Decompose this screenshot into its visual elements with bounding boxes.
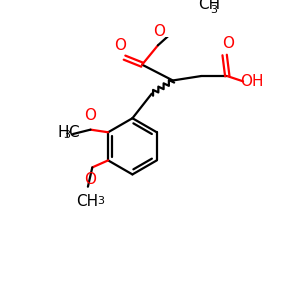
Text: O: O [153,24,165,39]
Text: O: O [84,109,96,124]
Text: 3: 3 [211,4,218,15]
Text: O: O [222,37,234,52]
Text: 3: 3 [63,130,70,140]
Text: CH: CH [76,194,98,209]
Text: H: H [57,125,69,140]
Text: O: O [114,38,126,53]
Text: CH: CH [198,0,220,12]
Text: 3: 3 [98,196,105,206]
Text: O: O [84,172,96,187]
Text: OH: OH [240,74,264,89]
Text: C: C [68,125,78,140]
